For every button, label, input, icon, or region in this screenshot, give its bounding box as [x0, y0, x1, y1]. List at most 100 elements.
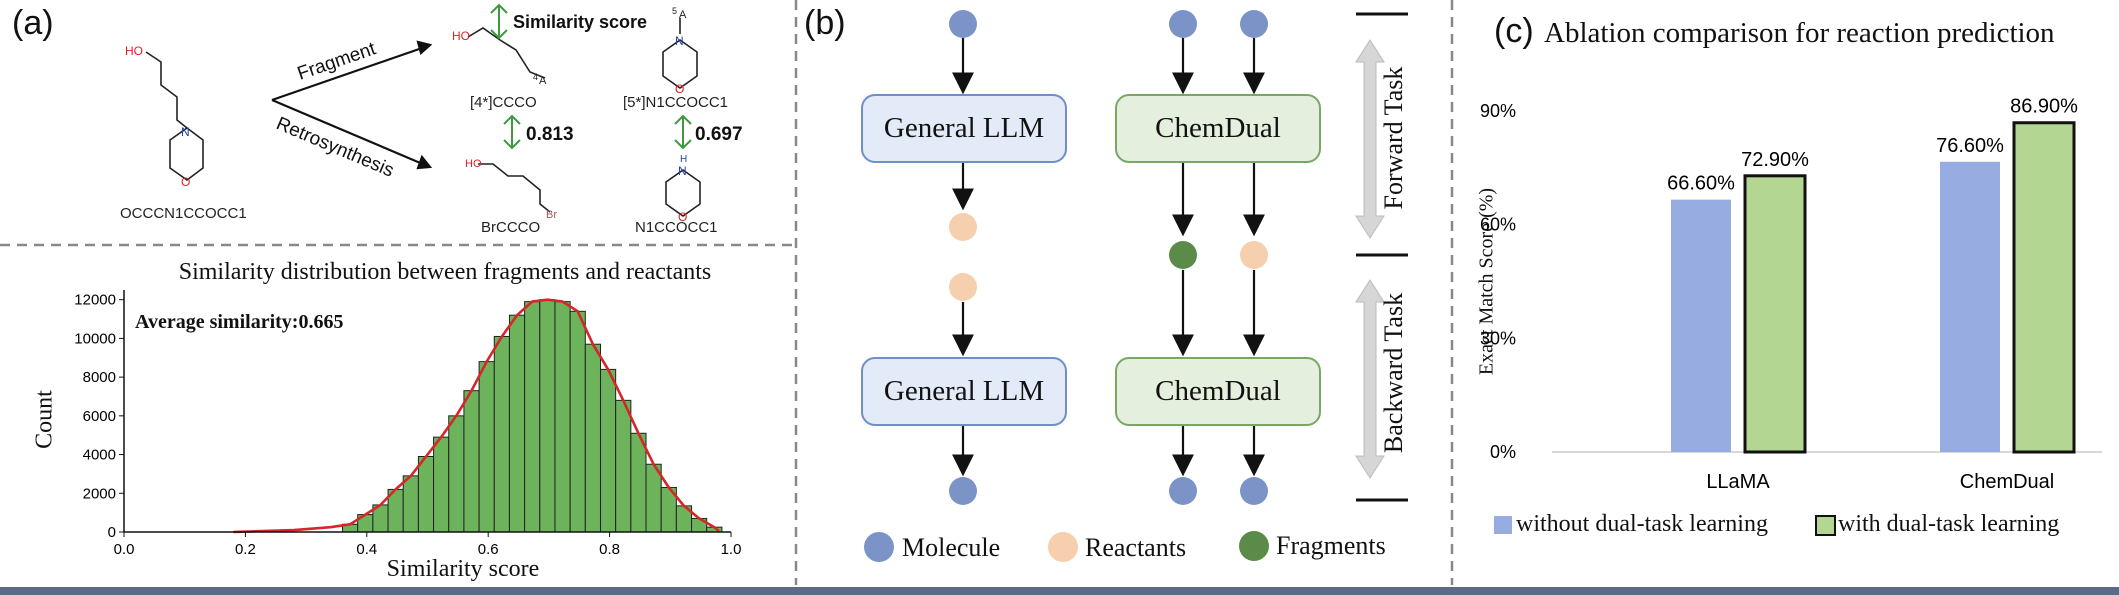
x-tick-label: 0.0 [114, 541, 135, 558]
forward-task-label: Forward Task [1379, 66, 1408, 210]
histogram-bar [569, 310, 586, 533]
legend-reactants-swatch [1048, 532, 1078, 562]
score1: 0.813 [526, 124, 574, 145]
legend-without-swatch [1494, 516, 1512, 534]
ablation-title: Ablation comparison for reaction predict… [1544, 17, 2055, 49]
main-molecule-structure [145, 51, 204, 181]
histogram-bar [433, 436, 450, 533]
x-tick-label: 0.6 [478, 541, 499, 558]
y-tick-label: 6000 [83, 408, 116, 425]
legend-fragments-label: Fragments [1276, 531, 1386, 560]
y-tick-label: 2000 [83, 485, 116, 502]
histogram-title: Similarity distribution between fragment… [178, 259, 712, 285]
panel-a-label: (a) [12, 4, 54, 42]
histogram-bar [615, 399, 632, 533]
similarity-arrow-icon [490, 3, 508, 40]
legend-molecule-swatch [864, 532, 894, 562]
similarity-header: Similarity score [513, 12, 647, 32]
histogram-bar [539, 299, 556, 533]
frag2-smiles: [5*]N1CCOCC1 [623, 94, 728, 111]
reactant-nodes [949, 213, 1268, 301]
ablation-y-tick-label: 60% [1480, 215, 1516, 235]
category-label: LLaMA [1706, 471, 1770, 493]
svg-text:A: A [679, 9, 687, 21]
react2-smiles: N1CCOCC1 [635, 219, 718, 236]
svg-text:O: O [675, 82, 684, 96]
ablation-y-tick-label: 0% [1490, 442, 1516, 462]
histogram-bar [630, 432, 647, 533]
bar-without-dual-task [1671, 199, 1731, 452]
svg-text:HO: HO [465, 158, 482, 170]
ablation-y-tick-label: 30% [1480, 328, 1516, 348]
svg-text:Br: Br [546, 209, 557, 221]
x-tick-label: 0.4 [356, 541, 377, 558]
legend-with-label: with dual-task learning [1838, 511, 2060, 537]
workflow-diagram [949, 10, 1408, 505]
y-tick-label: 12000 [74, 292, 116, 309]
histogram-bar [554, 301, 571, 533]
molecule-nodes [949, 10, 1268, 505]
score2: 0.697 [695, 124, 743, 145]
frag1-smiles: [4*]CCCO [470, 94, 537, 111]
reaction-scheme: HO N O OCCCN1CCOCC1 Fragment Retrosynthe… [120, 3, 743, 236]
histogram-bar [478, 361, 495, 533]
histogram-bar [493, 335, 510, 533]
score2-arrow-icon [674, 114, 692, 150]
histogram-annotation: Average similarity:0.665 [135, 311, 344, 333]
main-n: N [181, 125, 190, 139]
histogram-xlabel: Similarity score [386, 556, 540, 582]
svg-text:O: O [678, 210, 687, 224]
svg-text:4: 4 [533, 72, 538, 82]
x-tick-label: 1.0 [721, 541, 742, 558]
svg-text:5: 5 [672, 6, 677, 16]
react1-smiles: BrCCCO [481, 219, 540, 236]
bar-with-dual-task [2012, 121, 2076, 454]
retro-arrow-label: Retrosynthesis [273, 113, 397, 181]
y-tick-label: 4000 [83, 447, 116, 464]
histogram-bar [448, 415, 465, 533]
reactant2-structure [665, 169, 701, 217]
main-smiles: OCCCN1CCOCC1 [120, 205, 247, 222]
histogram-bar [584, 343, 601, 533]
legend-without-label: without dual-task learning [1516, 511, 1768, 537]
bar-value-label: 86.90% [2010, 96, 2078, 118]
svg-text:N: N [675, 34, 684, 48]
panel-b-label: (b) [804, 4, 846, 42]
legend-molecule-label: Molecule [902, 533, 1001, 562]
bar-value-label: 76.60% [1936, 135, 2004, 157]
general-llm-box-top: General LLM [861, 94, 1067, 163]
main-ho: HO [125, 44, 143, 58]
bar-without-dual-task [1940, 161, 2000, 452]
kde-curve [233, 298, 720, 534]
bar-value-label: 72.90% [1741, 149, 1809, 171]
backward-task-label: Backward Task [1379, 292, 1408, 454]
chemdual-box-top: ChemDual [1115, 94, 1321, 163]
y-tick-label: 10000 [74, 330, 116, 347]
bar-with-dual-task [1743, 174, 1807, 454]
general-llm-box-bottom: General LLM [861, 357, 1067, 426]
score1-arrow-icon [503, 114, 521, 150]
category-label: ChemDual [1960, 471, 2054, 493]
svg-text:H: H [680, 154, 687, 165]
ablation-bar-chart: 0% 30% 60% 90% 66.60% 72.90% LLaMA 76.60% 86.90%… [1480, 96, 2102, 493]
histogram-bar [463, 390, 480, 533]
panel-c-label: (c) [1494, 12, 1534, 50]
y-tick-label: 8000 [83, 369, 116, 386]
ablation-y-tick-label: 90% [1480, 101, 1516, 121]
y-tick-label: 0 [108, 524, 116, 541]
bar-value-label: 66.60% [1667, 173, 1735, 195]
histogram-bar [508, 314, 526, 533]
histogram-bar [402, 475, 419, 533]
histogram-bar [524, 301, 541, 533]
legend-reactants-label: Reactants [1085, 533, 1187, 562]
chemdual-box-bottom: ChemDual [1115, 357, 1321, 426]
fragment-node [1169, 241, 1197, 269]
x-tick-label: 0.2 [235, 541, 256, 558]
histogram-bar [599, 368, 617, 533]
histogram-ylabel: Count [31, 390, 58, 449]
fragment2-structure [662, 18, 698, 89]
svg-text:N: N [678, 164, 687, 178]
x-tick-label: 0.8 [599, 541, 620, 558]
reactant1-structure [478, 163, 551, 213]
histogram-bar [417, 455, 435, 533]
